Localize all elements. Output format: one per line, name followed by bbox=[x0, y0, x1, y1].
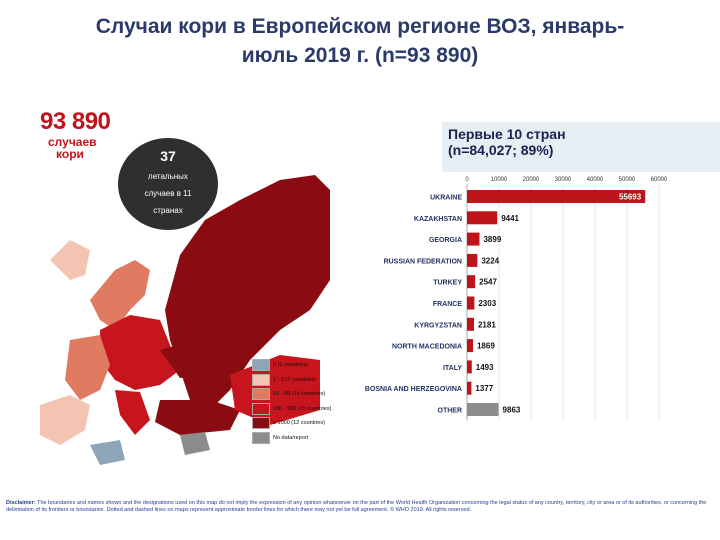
legend-item: 1 - 9 (7 countries) bbox=[252, 373, 331, 388]
value-label: 1377 bbox=[475, 384, 493, 393]
europe-map bbox=[40, 175, 330, 465]
bar bbox=[467, 381, 472, 395]
deaths-line-1: летальных bbox=[148, 172, 188, 181]
value-label: 9863 bbox=[503, 406, 521, 415]
deaths-line-3: странах bbox=[153, 206, 183, 215]
map-shapes bbox=[40, 175, 330, 465]
x-tick-label: 40000 bbox=[587, 177, 604, 183]
legend-swatch bbox=[252, 431, 270, 444]
legend-swatch bbox=[252, 417, 270, 430]
category-label: KAZAKHSTAN bbox=[414, 216, 462, 223]
bar bbox=[467, 190, 646, 203]
total-cases-number: 93 890 bbox=[40, 108, 111, 135]
x-tick-label: 50000 bbox=[619, 177, 636, 183]
bar bbox=[467, 339, 473, 353]
legend-label: No data/report bbox=[273, 434, 309, 441]
title-line-2: июль 2019 г. (n=93 890) bbox=[241, 44, 479, 67]
map-legend: 0 (1 countries) 1 - 9 (7 countries) 10 -… bbox=[252, 358, 331, 445]
legend-label: ≥ 1000 (12 countries) bbox=[273, 420, 325, 427]
legend-label: 10 - 99 (14 countries) bbox=[273, 391, 326, 398]
category-label: FRANCE bbox=[433, 301, 462, 308]
legend-swatch bbox=[252, 402, 270, 415]
cases-label-line-2: кори bbox=[56, 147, 84, 161]
cases-label-line-1: случаев bbox=[48, 135, 97, 149]
legend-swatch bbox=[252, 359, 270, 372]
bar bbox=[467, 275, 476, 289]
category-label: GEORGIA bbox=[429, 237, 462, 244]
value-label: 55693 bbox=[619, 193, 642, 202]
category-label: RUSSIAN FEDERATION bbox=[384, 258, 462, 265]
bar bbox=[467, 403, 499, 416]
bar bbox=[467, 211, 498, 225]
x-tick-label: 20000 bbox=[523, 177, 540, 183]
deaths-number: 37 bbox=[160, 148, 176, 164]
legend-item: 0 (1 countries) bbox=[252, 358, 331, 373]
legend-item: 10 - 99 (14 countries) bbox=[252, 387, 331, 402]
value-label: 1493 bbox=[476, 363, 494, 372]
bar bbox=[467, 360, 472, 374]
disclaimer-text: The boundaries and names shown and the d… bbox=[6, 500, 707, 513]
category-label: OTHER bbox=[438, 408, 463, 415]
bar bbox=[467, 296, 475, 310]
legend-label: 0 (1 countries) bbox=[273, 362, 309, 369]
x-tick-label: 0 bbox=[465, 177, 469, 183]
category-label: BOSNIA AND HERZEGOVINA bbox=[365, 386, 462, 393]
top10-bar-chart: 0 10000 20000 30000 40000 50000 60000 UKRAINE 55… bbox=[365, 177, 668, 421]
disclaimer-label: Disclaimer: bbox=[6, 500, 36, 506]
x-tick-label: 30000 bbox=[555, 177, 572, 183]
total-cases-label: случаев кори bbox=[48, 135, 97, 161]
value-label: 1869 bbox=[477, 342, 495, 351]
category-label: TURKEY bbox=[433, 280, 462, 287]
value-label: 3224 bbox=[481, 256, 499, 265]
x-tick-label: 10000 bbox=[491, 177, 508, 183]
value-label: 9441 bbox=[501, 214, 519, 223]
value-label: 3899 bbox=[483, 235, 501, 244]
legend-item: ≥ 1000 (12 countries) bbox=[252, 416, 331, 431]
legend-label: 1 - 9 (7 countries) bbox=[273, 376, 317, 383]
category-label: UKRAINE bbox=[430, 195, 462, 202]
bar bbox=[467, 317, 474, 331]
bar bbox=[467, 253, 478, 267]
legend-swatch bbox=[252, 388, 270, 401]
top10-header: Первые 10 стран (n=84,027; 89%) bbox=[442, 122, 720, 172]
disclaimer: Disclaimer: The boundaries and names sho… bbox=[6, 500, 714, 514]
bar bbox=[467, 232, 480, 246]
value-label: 2547 bbox=[479, 278, 497, 287]
value-label: 2181 bbox=[478, 320, 496, 329]
legend-swatch bbox=[252, 373, 270, 386]
title-line-1: Случаи кори в Европейском регионе ВОЗ, я… bbox=[95, 15, 625, 38]
legend-item: 100 - 999 (15 countries) bbox=[252, 402, 331, 417]
x-tick-label: 60000 bbox=[651, 177, 668, 183]
legend-label: 100 - 999 (15 countries) bbox=[273, 405, 332, 412]
top10-subtitle: (n=84,027; 89%) bbox=[448, 142, 554, 158]
category-label: NORTH MACEDONIA bbox=[392, 344, 462, 351]
value-label: 2303 bbox=[478, 299, 496, 308]
legend-item: No data/report bbox=[252, 431, 331, 446]
deaths-line-2: случаев в 11 bbox=[144, 189, 192, 198]
category-label: ITALY bbox=[443, 365, 462, 372]
deaths-badge: 37 летальных случаев в 11 странах bbox=[118, 138, 218, 230]
slide-title: Случаи кори в Европейском регионе ВОЗ, я… bbox=[20, 12, 700, 70]
top10-title: Первые 10 стран bbox=[448, 126, 566, 142]
category-label: KYRGYZSTAN bbox=[414, 322, 462, 329]
